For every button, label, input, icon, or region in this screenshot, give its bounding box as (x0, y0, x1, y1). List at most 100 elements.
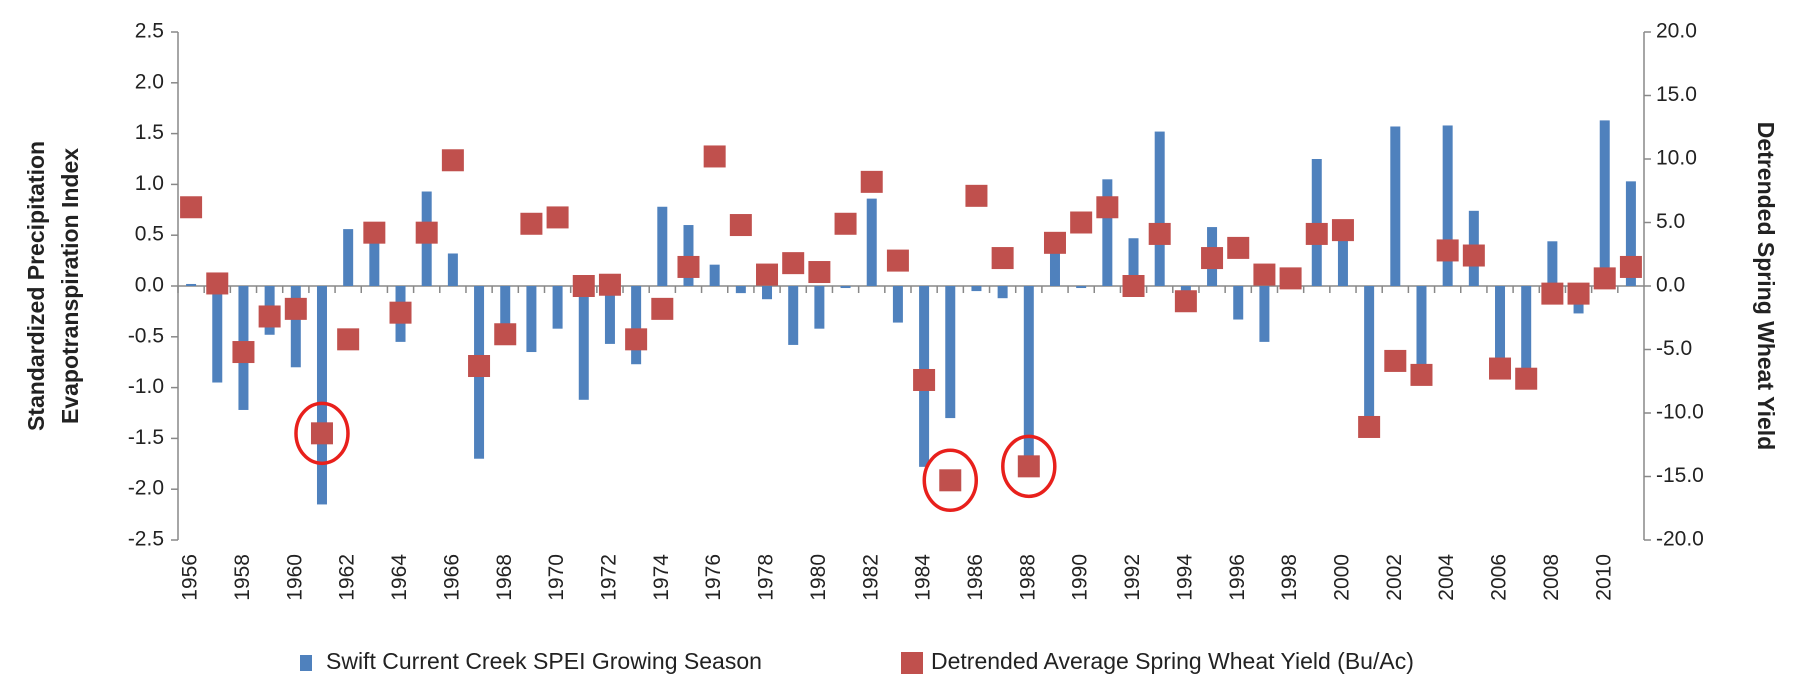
bar (1180, 286, 1191, 294)
marker (520, 212, 543, 235)
marker (310, 422, 333, 445)
bar (447, 253, 458, 286)
y-axis-title: Standardized Precipitation (23, 141, 49, 431)
x-tick-label: 1984 (912, 554, 935, 601)
x-tick-label: 1960 (283, 554, 306, 601)
marker (991, 247, 1014, 270)
bar (1259, 286, 1270, 342)
bar (552, 286, 563, 329)
marker (703, 145, 726, 168)
marker (1567, 282, 1590, 305)
marker (180, 196, 203, 219)
bar (1102, 179, 1113, 286)
bar (316, 286, 327, 505)
marker (1358, 415, 1381, 438)
y2-tick-label: -20.0 (1656, 528, 1704, 551)
bar (212, 286, 223, 383)
x-tick-label: 2010 (1592, 554, 1615, 601)
marker (651, 297, 674, 320)
x-tick-label: 1966 (440, 554, 463, 601)
marker (415, 221, 438, 244)
marker (598, 273, 621, 296)
bar (1023, 286, 1034, 461)
bar (1049, 243, 1060, 286)
bar (971, 286, 982, 292)
marker (468, 355, 491, 378)
marker (1541, 282, 1564, 305)
x-tick-label: 1998 (1278, 554, 1301, 601)
highlight-circle (922, 448, 979, 513)
x-tick-label: 1958 (231, 554, 254, 601)
y2-tick-label: -10.0 (1656, 401, 1704, 424)
bar (500, 286, 511, 327)
marker (572, 275, 595, 297)
marker (1593, 267, 1616, 290)
x-tick-label: 1972 (597, 554, 620, 601)
y2-tick-label: 10.0 (1656, 147, 1697, 170)
x-tick-label: 1974 (650, 554, 673, 601)
x-tick-label: 1976 (702, 554, 725, 601)
y-tick-label: -1.5 (128, 426, 164, 449)
marker (729, 214, 752, 237)
marker (1384, 349, 1407, 372)
marker (886, 249, 909, 272)
legend-label: Detrended Average Spring Wheat Yield (Bu… (931, 648, 1414, 674)
marker (1017, 455, 1040, 478)
marker (441, 149, 464, 172)
marker (1253, 263, 1276, 286)
y2-tick-label: -5.0 (1656, 337, 1692, 360)
bar (526, 286, 537, 353)
bar (1076, 286, 1087, 289)
x-tick-label: 1982 (859, 554, 882, 601)
x-tick-label: 1956 (179, 554, 202, 601)
y-tick-label: -2.0 (128, 477, 164, 500)
bar (1128, 238, 1139, 286)
bar (1599, 120, 1610, 286)
marker (232, 341, 255, 364)
x-tick-label: 2004 (1435, 554, 1458, 601)
bar (343, 229, 354, 286)
bar (866, 198, 877, 286)
y-tick-label: 2.0 (135, 70, 164, 93)
x-tick-label: 2000 (1330, 554, 1353, 601)
marker (1096, 196, 1119, 219)
marker (1462, 244, 1485, 267)
x-tick-label: 1988 (1016, 554, 1039, 601)
bar (1416, 286, 1427, 385)
bar (709, 264, 720, 286)
y-tick-label: -0.5 (128, 324, 164, 347)
y2-tick-label: -15.0 (1656, 464, 1704, 487)
marker (1174, 290, 1197, 313)
x-tick-label: 1996 (1226, 554, 1249, 601)
bar (631, 286, 642, 365)
marker (284, 297, 307, 320)
marker (1201, 247, 1224, 270)
y-tick-label: 0.5 (135, 223, 164, 246)
bar (892, 286, 903, 323)
legend-swatch (300, 655, 312, 671)
marker (258, 305, 281, 328)
x-tick-label: 1992 (1121, 554, 1144, 601)
marker (1043, 231, 1066, 254)
marker (1305, 222, 1328, 245)
x-tick-label: 2006 (1488, 554, 1511, 601)
bar (1495, 286, 1506, 363)
marker (1279, 267, 1302, 290)
marker (546, 206, 569, 229)
x-tick-label: 1964 (388, 554, 411, 601)
bar (1364, 286, 1375, 424)
bar (945, 286, 956, 419)
marker (1331, 219, 1354, 242)
bar (1233, 286, 1244, 320)
marker (834, 212, 857, 235)
x-tick-label: 1978 (755, 554, 778, 601)
bar (1547, 241, 1558, 286)
marker (1619, 255, 1642, 278)
marker (677, 255, 700, 278)
x-tick-label: 1990 (1069, 554, 1092, 601)
x-tick-label: 1962 (336, 554, 359, 601)
y2-tick-label: 0.0 (1656, 274, 1685, 297)
x-tick-label: 1970 (545, 554, 568, 601)
bar (814, 286, 825, 329)
